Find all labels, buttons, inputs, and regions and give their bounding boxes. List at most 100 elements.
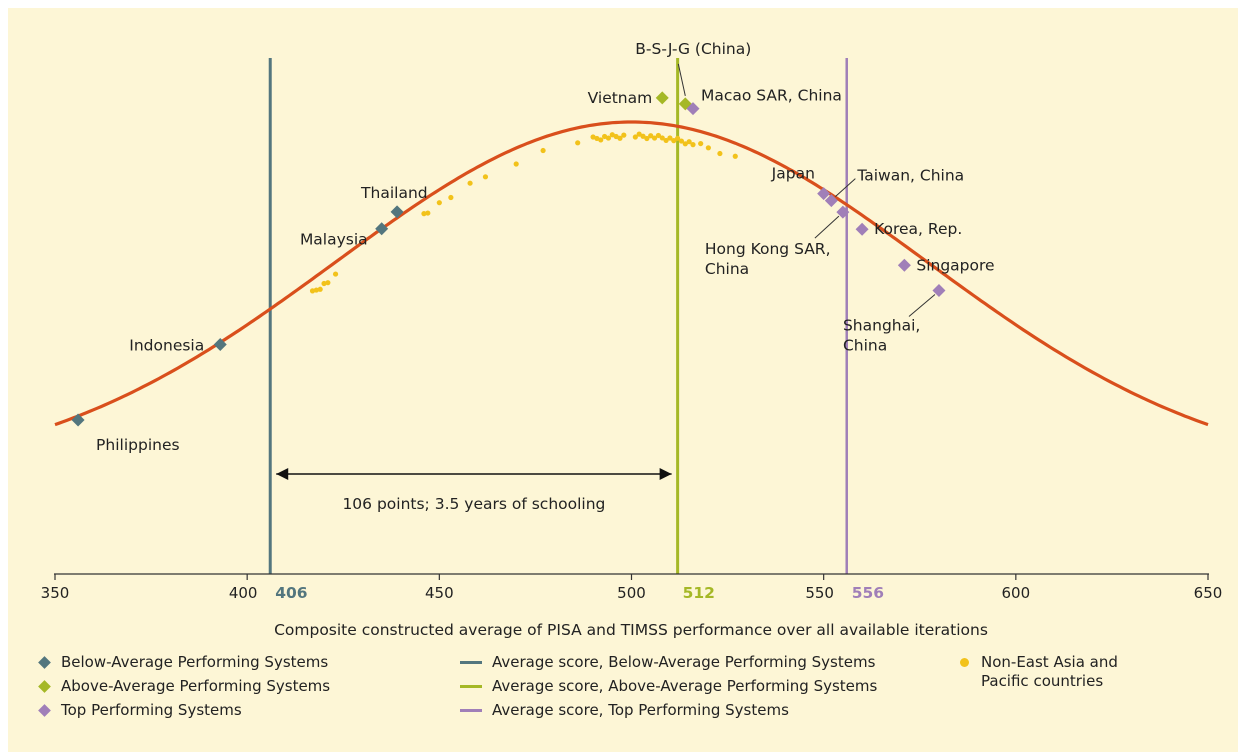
hong-kong-sar-china-point	[836, 205, 850, 219]
legend-item-below-average-performing-systems: Below-Average Performing Systems	[38, 653, 328, 672]
thailand-label: Thailand	[360, 184, 428, 202]
average-value-label-512: 512	[683, 584, 715, 602]
b-s-j-g-china-leader	[677, 63, 686, 96]
non-eap-country-point	[513, 161, 519, 167]
line-marker-icon	[460, 661, 482, 664]
non-eap-country-point	[617, 135, 623, 141]
span-arrow-head-right	[659, 468, 672, 480]
legend-label: Average score, Below-Average Performing …	[492, 653, 876, 671]
span-arrow-head-left	[276, 468, 289, 480]
non-eap-country-point	[317, 286, 323, 292]
legend-item-above-average-performing-systems: Above-Average Performing Systems	[38, 677, 330, 696]
non-eap-country-point	[705, 145, 711, 151]
line-marker-icon	[460, 709, 482, 712]
legend-item-non-east-asia-and-pacific-countries: Non-East Asia and Pacific countries	[960, 653, 1156, 691]
distribution-curve	[54, 120, 1209, 427]
non-eap-country-point	[598, 137, 604, 143]
non-eap-country-point	[640, 133, 646, 139]
non-eap-country-point	[732, 153, 738, 159]
non-eap-country-point	[421, 211, 427, 217]
philippines-point	[71, 413, 85, 427]
non-eap-country-point	[325, 280, 331, 286]
shanghai-china-label: Shanghai, China	[843, 316, 920, 354]
legend-label: Top Performing Systems	[61, 701, 242, 719]
b-s-j-g-china-label: B-S-J-G (China)	[635, 40, 751, 58]
non-eap-country-point	[651, 135, 658, 141]
legend-item-average-score-top-performing-systems: Average score, Top Performing Systems	[460, 701, 789, 720]
japan-label: Japan	[771, 165, 815, 183]
x-tick-label-500: 500	[617, 584, 646, 602]
x-tick-label-400: 400	[229, 584, 258, 602]
x-tick-label-650: 650	[1194, 584, 1223, 602]
malaysia-point	[375, 222, 389, 236]
non-eap-country-point	[667, 135, 673, 141]
diamond-marker-icon	[38, 704, 51, 717]
macao-sar-china-point	[686, 102, 700, 116]
legend-label: Non-East Asia and Pacific countries	[981, 653, 1118, 690]
non-eap-country-point	[659, 135, 665, 141]
non-eap-country-point	[644, 135, 650, 142]
shanghai-china-point	[932, 283, 946, 297]
hong-kong-sar-china-label: Hong Kong SAR, China	[705, 240, 831, 278]
x-tick-label-450: 450	[425, 584, 454, 602]
average-value-label-406: 406	[275, 584, 307, 602]
average-value-label-556: 556	[852, 584, 884, 602]
non-eap-country-point	[671, 138, 677, 144]
diamond-marker-icon	[38, 680, 51, 693]
non-eap-country-point	[686, 139, 692, 145]
chart: Philippines Indonesia Malaysia Thailand Viet…	[41, 40, 1223, 602]
non-eap-country-point	[540, 147, 546, 154]
legend-label: Above-Average Performing Systems	[61, 677, 331, 695]
non-eap-country-point	[690, 142, 696, 148]
korea-rep-label: Korea, Rep.	[874, 220, 962, 238]
non-eap-country-point	[663, 137, 669, 144]
x-axis-label-text: Composite constructed average of PISA an…	[274, 621, 988, 639]
span-annotation-label: 106 points; 3.5 years of schooling	[342, 495, 605, 513]
x-tick-label-350: 350	[41, 584, 70, 602]
non-eap-country-point	[575, 140, 581, 146]
shanghai-china-leader	[908, 294, 936, 317]
indonesia-label: Indonesia	[129, 336, 204, 354]
legend-item-average-score-above-average-performing-systems: Average score, Above-Average Performing …	[460, 677, 877, 696]
hong-kong-sar-china-leader	[814, 215, 840, 239]
non-eap-country-point	[698, 140, 704, 147]
non-eap-country-point	[621, 132, 627, 138]
non-eap-country-point	[678, 138, 685, 144]
indonesia-point	[213, 337, 227, 351]
legend-item-average-score-below-average-performing-systems: Average score, Below-Average Performing …	[460, 653, 875, 672]
singapore-point	[897, 258, 911, 272]
malaysia-label: Malaysia	[300, 231, 368, 249]
thailand-point	[390, 205, 404, 219]
chart-panel: Philippines Indonesia Malaysia Thailand Viet…	[8, 8, 1238, 752]
x-tick-label-550: 550	[805, 584, 834, 602]
non-eap-country-point	[605, 135, 612, 141]
non-eap-country-point	[655, 132, 662, 139]
korea-rep-point	[855, 222, 869, 236]
vietnam-point	[655, 91, 669, 105]
line-marker-icon	[460, 685, 482, 688]
non-eap-country-point	[636, 131, 642, 137]
non-eap-country-point	[682, 141, 688, 147]
japan-point	[817, 187, 831, 201]
non-eap-country-point	[632, 134, 638, 140]
non-eap-country-point	[448, 194, 454, 201]
macao-sar-china-label: Macao SAR, China	[701, 87, 842, 105]
legend-label: Average score, Top Performing Systems	[492, 701, 789, 719]
non-eap-country-point	[425, 210, 431, 216]
taiwan-china-point	[824, 194, 838, 208]
non-eap-country-point	[467, 180, 473, 186]
legend-item-top-performing-systems: Top Performing Systems	[38, 701, 242, 720]
non-eap-country-point	[332, 271, 339, 277]
vietnam-label: Vietnam	[588, 89, 653, 107]
taiwan-china-leader	[835, 178, 856, 197]
non-eap-country-point	[717, 150, 723, 157]
dot-marker-icon	[960, 658, 969, 667]
legend-label: Average score, Above-Average Performing …	[492, 677, 878, 695]
non-eap-country-point	[482, 174, 489, 180]
diamond-marker-icon	[38, 656, 51, 669]
taiwan-china-label: Taiwan, China	[856, 167, 964, 185]
philippines-label: Philippines	[96, 436, 180, 454]
non-eap-country-point	[675, 135, 681, 141]
x-tick-label-600: 600	[1002, 584, 1031, 602]
legend-label: Below-Average Performing Systems	[61, 653, 329, 671]
